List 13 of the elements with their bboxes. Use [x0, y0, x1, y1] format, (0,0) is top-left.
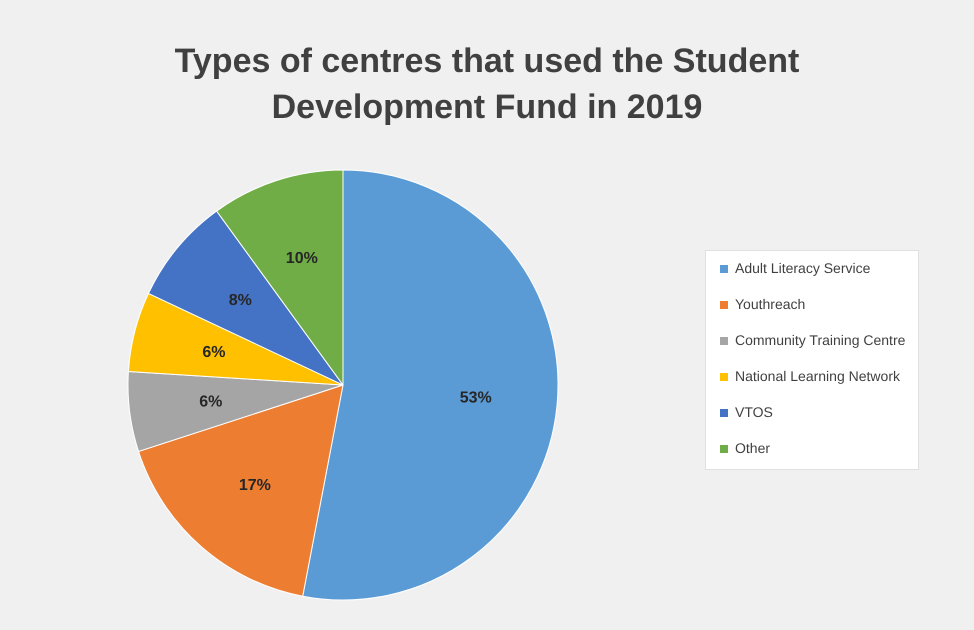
chart-title: Types of centres that used the Student Development Fund in 2019	[174, 42, 800, 126]
legend-label: VTOS	[735, 404, 773, 420]
legend-label: Other	[735, 440, 770, 456]
data-label: 17%	[238, 476, 271, 494]
data-label: 53%	[460, 390, 492, 407]
legend-label: Adult Literacy Service	[735, 260, 871, 276]
data-label: 8%	[228, 292, 252, 310]
data-label: 6%	[199, 394, 222, 411]
legend-label: Community Training Centre	[735, 332, 906, 348]
legend-label: Youthreach	[735, 296, 806, 312]
data-label: 10%	[286, 250, 318, 268]
data-label: 6%	[202, 344, 226, 361]
legend-label: National Learning Network	[735, 368, 901, 384]
